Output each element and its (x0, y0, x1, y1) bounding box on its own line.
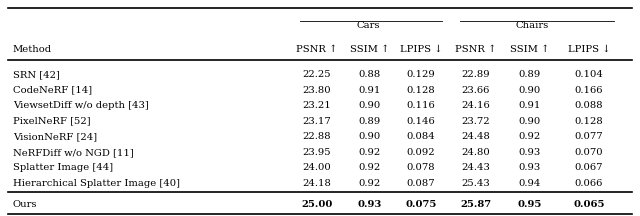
Text: SRN [42]: SRN [42] (13, 70, 60, 79)
Text: CodeNeRF [14]: CodeNeRF [14] (13, 86, 92, 95)
Text: PSNR ↑: PSNR ↑ (296, 45, 337, 54)
Text: 0.066: 0.066 (575, 179, 603, 188)
Text: 0.070: 0.070 (575, 148, 603, 157)
Text: 0.077: 0.077 (575, 132, 603, 141)
Text: 0.90: 0.90 (519, 86, 541, 95)
Text: 0.129: 0.129 (407, 70, 435, 79)
Text: ViewsetDiff w/o depth [43]: ViewsetDiff w/o depth [43] (13, 101, 148, 110)
Text: 0.116: 0.116 (407, 101, 435, 110)
Text: 0.93: 0.93 (519, 148, 541, 157)
Text: 25.43: 25.43 (461, 179, 490, 188)
Text: Method: Method (13, 45, 52, 54)
Text: Chairs: Chairs (515, 21, 548, 30)
Text: 23.21: 23.21 (303, 101, 331, 110)
Text: 0.067: 0.067 (575, 163, 603, 172)
Text: 0.087: 0.087 (407, 179, 435, 188)
Text: 23.72: 23.72 (461, 117, 490, 126)
Text: 0.90: 0.90 (358, 101, 380, 110)
Text: 22.88: 22.88 (303, 132, 331, 141)
Text: PixelNeRF [52]: PixelNeRF [52] (13, 117, 90, 126)
Text: PSNR ↑: PSNR ↑ (455, 45, 496, 54)
Text: SSIM ↑: SSIM ↑ (349, 45, 389, 54)
Text: 24.00: 24.00 (303, 163, 331, 172)
Text: 0.92: 0.92 (358, 163, 380, 172)
Text: 0.94: 0.94 (519, 179, 541, 188)
Text: 0.065: 0.065 (573, 200, 605, 209)
Text: 0.92: 0.92 (519, 132, 541, 141)
Text: 24.43: 24.43 (461, 163, 490, 172)
Text: 22.89: 22.89 (461, 70, 490, 79)
Text: 0.088: 0.088 (575, 101, 603, 110)
Text: 0.166: 0.166 (575, 86, 603, 95)
Text: 23.17: 23.17 (303, 117, 331, 126)
Text: 25.87: 25.87 (460, 200, 491, 209)
Text: 23.95: 23.95 (303, 148, 331, 157)
Text: 22.25: 22.25 (303, 70, 331, 79)
Text: 0.128: 0.128 (575, 117, 603, 126)
Text: LPIPS ↓: LPIPS ↓ (568, 45, 610, 54)
Text: NeRFDiff w/o NGD [11]: NeRFDiff w/o NGD [11] (13, 148, 134, 157)
Text: 0.128: 0.128 (407, 86, 435, 95)
Text: 23.80: 23.80 (303, 86, 331, 95)
Text: 25.00: 25.00 (301, 200, 333, 209)
Text: Cars: Cars (357, 21, 380, 30)
Text: 24.48: 24.48 (461, 132, 490, 141)
Text: 0.91: 0.91 (358, 86, 380, 95)
Text: Ours: Ours (13, 200, 37, 209)
Text: LPIPS ↓: LPIPS ↓ (400, 45, 442, 54)
Text: Hierarchical Splatter Image [40]: Hierarchical Splatter Image [40] (13, 179, 180, 188)
Text: 0.91: 0.91 (519, 101, 541, 110)
Text: 0.084: 0.084 (407, 132, 435, 141)
Text: 24.16: 24.16 (461, 101, 490, 110)
Text: 0.078: 0.078 (407, 163, 435, 172)
Text: 0.146: 0.146 (407, 117, 435, 126)
Text: 0.89: 0.89 (519, 70, 541, 79)
Text: 0.90: 0.90 (519, 117, 541, 126)
Text: 0.092: 0.092 (407, 148, 435, 157)
Text: 23.66: 23.66 (461, 86, 490, 95)
Text: 0.93: 0.93 (357, 200, 381, 209)
Text: 24.18: 24.18 (302, 179, 332, 188)
Text: SSIM ↑: SSIM ↑ (510, 45, 550, 54)
Text: 0.95: 0.95 (518, 200, 542, 209)
Text: 0.92: 0.92 (358, 179, 380, 188)
Text: Splatter Image [44]: Splatter Image [44] (13, 163, 113, 172)
Text: 0.90: 0.90 (358, 132, 380, 141)
Text: 24.80: 24.80 (461, 148, 490, 157)
Text: 0.92: 0.92 (358, 148, 380, 157)
Text: 0.93: 0.93 (519, 163, 541, 172)
Text: 0.88: 0.88 (358, 70, 380, 79)
Text: VisionNeRF [24]: VisionNeRF [24] (13, 132, 97, 141)
Text: 0.104: 0.104 (574, 70, 604, 79)
Text: 0.89: 0.89 (358, 117, 380, 126)
Text: 0.075: 0.075 (405, 200, 437, 209)
